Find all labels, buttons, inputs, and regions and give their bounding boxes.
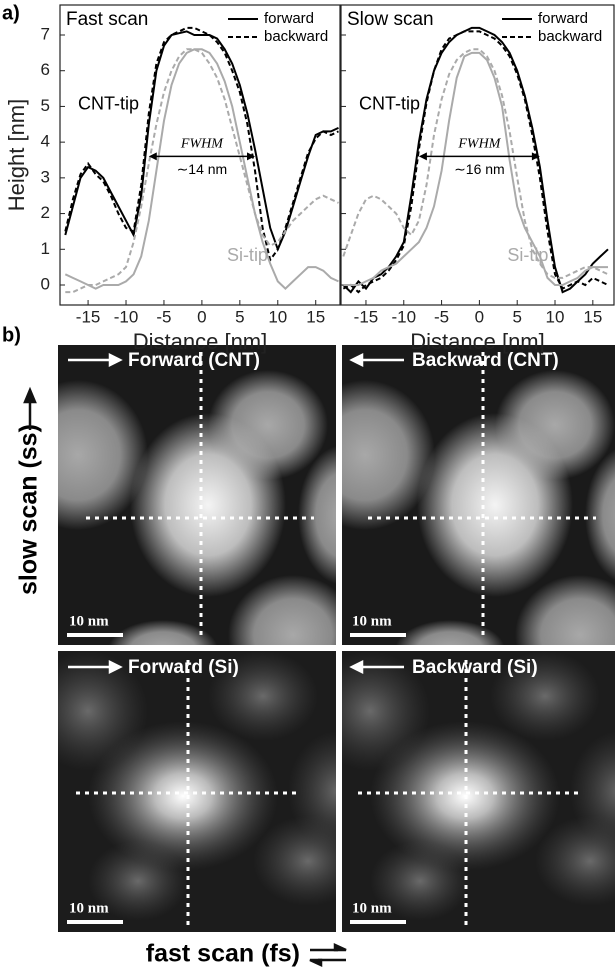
plot-frame (59, 4, 341, 306)
x-tick-label: -10 (391, 307, 416, 326)
annotation: Si-tip (507, 245, 548, 265)
scale-bar-label: 10 nm (352, 613, 392, 629)
data-line (342, 48, 609, 279)
x-tick-label: 5 (512, 307, 521, 326)
x-tick-label: -15 (354, 307, 379, 326)
y-tick-label: 3 (41, 167, 50, 186)
y-tick-label: 7 (41, 24, 50, 43)
crosshairs (76, 352, 596, 925)
legend-label: forward (264, 10, 314, 27)
afm-image (342, 651, 615, 932)
plot-frame (340, 4, 615, 306)
annotation: Si-tip (227, 245, 268, 265)
y-tick-label: 1 (41, 239, 50, 258)
legend-label: backward (264, 28, 328, 45)
legend-label: backward (538, 28, 602, 45)
fwhm-label: FWHM (457, 137, 501, 152)
y-axis-label: Height [nm] (4, 99, 29, 212)
x-tick-label: -10 (114, 307, 139, 326)
x-tick-label: 0 (475, 307, 484, 326)
x-tick-label: 15 (583, 307, 602, 326)
x-tick-label: 0 (197, 307, 206, 326)
image-title: Backward (CNT) (412, 350, 559, 371)
x-axis-label: Distance [nm] (410, 329, 545, 354)
x-tick-label: 5 (235, 307, 244, 326)
data-line (342, 26, 609, 294)
x-tick-label: -5 (434, 307, 449, 326)
data-line (64, 48, 339, 290)
scale-bar-label: 10 nm (352, 900, 392, 916)
annotation: CNT-tip (359, 93, 420, 113)
data-line (343, 51, 608, 286)
scale-bars (67, 633, 406, 924)
images-x-label: fast scan (fs) (146, 940, 300, 968)
fwhm-value: ∼14 nm (177, 161, 228, 177)
y-tick-label: 0 (41, 274, 50, 293)
fwhm-value: ∼16 nm (454, 161, 505, 177)
x-tick-label: -15 (76, 307, 101, 326)
panel-label: a) (2, 2, 20, 24)
x-tick-label: 10 (546, 307, 565, 326)
ss-arrow (23, 386, 37, 430)
chart-title: Fast scan (66, 9, 148, 30)
y-tick-label: 6 (41, 60, 50, 79)
image-title: Forward (CNT) (128, 350, 260, 371)
afm-image (342, 345, 615, 645)
afm-image (58, 651, 336, 932)
data-line (342, 30, 609, 294)
fwhm-label: FWHM (180, 137, 224, 152)
panel-label: b) (2, 324, 21, 346)
afm-image (58, 345, 336, 645)
scale-bar-label: 10 nm (69, 900, 109, 916)
scan-arrows (68, 352, 404, 675)
y-tick-label: 5 (41, 96, 50, 115)
fs-arrows (309, 943, 347, 967)
images-y-label: slow scan (ss) (15, 424, 43, 595)
y-tick-label: 2 (41, 203, 50, 222)
x-tick-label: 10 (268, 307, 287, 326)
data-line (64, 30, 339, 253)
chart-title: Slow scan (347, 9, 434, 30)
image-title: Backward (Si) (412, 657, 538, 678)
x-tick-label: -5 (156, 307, 171, 326)
scale-bar-label: 10 nm (69, 613, 109, 629)
y-tick-label: 4 (41, 132, 50, 151)
image-title: Forward (Si) (128, 657, 239, 678)
data-line (64, 26, 339, 263)
data-line (65, 48, 339, 294)
annotation: CNT-tip (78, 93, 139, 113)
legend-label: forward (538, 10, 588, 27)
x-tick-label: 15 (306, 307, 325, 326)
x-axis-label: Distance [nm] (133, 329, 268, 354)
